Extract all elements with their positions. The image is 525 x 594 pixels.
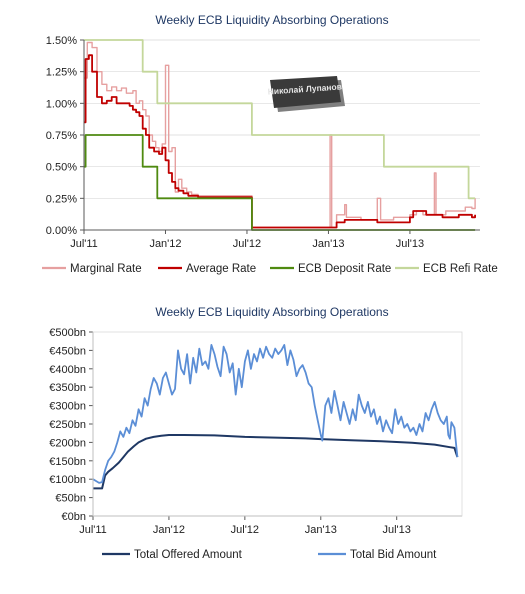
x-tick-label: Jul'11 [70,238,98,250]
legend-label-marginal-rate: Marginal Rate [70,263,142,275]
y-tick-label: 1.50% [46,35,77,47]
legend-label-total-bid-amount: Total Bid Amount [350,549,437,561]
legend-label-average-rate: Average Rate [186,263,256,275]
series-line-marginal-rate [84,41,476,229]
x-tick-label: Jan'12 [149,238,181,250]
legend-label-ecb-deposit-rate: ECB Deposit Rate [298,263,391,275]
x-tick-label: Jul'11 [79,524,107,536]
y-tick-label: €300bn [49,401,86,413]
y-tick-label: €0bn [62,511,86,523]
y-tick-label: 1.00% [46,98,77,110]
y-tick-label: 0.75% [46,130,77,142]
y-tick-label: 0.00% [46,225,77,237]
y-tick-label: €250bn [49,419,86,431]
x-tick-label: Jan'13 [305,524,337,536]
x-tick-label: Jan'13 [312,238,344,250]
y-tick-label: €50bn [55,493,86,505]
plot-frame [92,331,463,517]
series-line-ecb-deposit-rate [84,134,476,231]
y-tick-label: €500bn [49,327,86,339]
series-line-total-offered-amount [93,434,459,490]
y-tick-label: €150bn [49,456,86,468]
series-line-average-rate [84,54,476,229]
series-line-ecb-refi-rate [84,39,476,200]
legend-label-ecb-refi-rate: ECB Refi Rate [423,263,498,275]
series-line-total-bid-amount [92,344,459,484]
rates-chart-svg: Weekly ECB Liquidity Absorbing Operation… [42,13,498,275]
rates-chart-title: Weekly ECB Liquidity Absorbing Operation… [155,13,388,27]
y-tick-label: €200bn [49,437,86,449]
x-tick-label: Jul'12 [233,238,261,250]
amounts-chart-svg: Weekly ECB Liquidity Absorbing Operation… [49,305,463,561]
watermark-logo: Николай Лупанов [267,76,345,112]
y-tick-label: €450bn [49,345,86,357]
y-tick-label: 1.25% [46,67,77,79]
y-tick-label: 0.50% [46,162,77,174]
x-tick-label: Jul'13 [383,524,411,536]
y-tick-label: €350bn [49,382,86,394]
amounts-chart-title: Weekly ECB Liquidity Absorbing Operation… [155,305,388,319]
x-tick-label: Jan'12 [153,524,185,536]
chart-amounts: Weekly ECB Liquidity Absorbing Operation… [0,296,525,594]
x-tick-label: Jul'13 [396,238,424,250]
y-tick-label: €400bn [49,364,86,376]
y-tick-label: €100bn [49,474,86,486]
chart-rates: Weekly ECB Liquidity Absorbing Operation… [0,0,525,290]
legend-label-total-offered-amount: Total Offered Amount [134,549,243,561]
y-tick-label: 0.25% [46,193,77,205]
x-tick-label: Jul'12 [231,524,259,536]
